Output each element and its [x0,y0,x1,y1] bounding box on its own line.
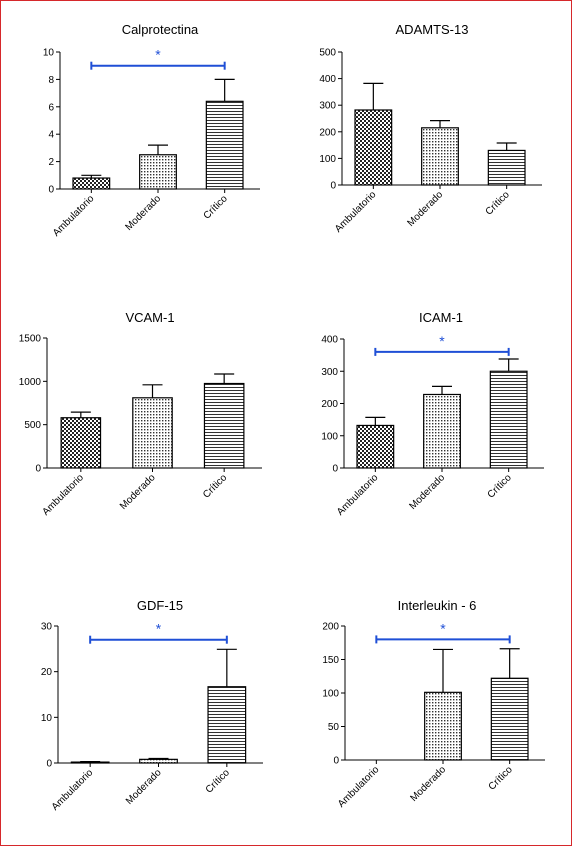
category-label: Crítico [204,767,233,796]
y-tick-label: 100 [319,154,336,165]
y-tick-label: 300 [321,367,338,378]
chart-title: Interleukin - 6 [398,598,477,613]
y-tick-label: 1500 [19,334,42,345]
y-tick-label: 200 [319,127,336,138]
y-tick-label: 100 [322,689,339,700]
y-tick-label: 0 [330,181,336,192]
bar-moderado [423,393,461,469]
category-label: Ambulatorio [335,472,381,518]
y-tick-label: 300 [319,101,336,112]
y-tick-label: 100 [321,431,338,442]
chart-panel-6: Interleukin - 6 0 50 100 150 200 Ambulatorio Mo… [322,598,545,810]
y-tick-label: 0 [332,464,338,475]
chart-title: VCAM-1 [125,310,174,325]
significance-star: * [155,47,161,63]
chart-panel-1: Calprotectina 0 2 4 6 8 10 Ambulatorio Moderado C… [43,22,260,239]
bar-crtico [490,677,529,761]
bar-crtico [489,370,528,469]
y-tick-label: 8 [48,75,54,86]
bar-crtico [203,382,245,469]
bar-ambulatorio [72,177,111,190]
y-tick-label: 400 [319,74,336,85]
y-tick-label: 30 [41,622,53,633]
category-label: Ambulatorio [51,193,97,239]
bar-moderado [132,397,173,469]
y-tick-label: 200 [322,622,339,633]
chart-panel-2: ADAMTS-13 0 100 200 300 400 500 Ambulatorio Mode… [319,22,542,235]
category-label: Crítico [201,472,230,501]
category-label: Ambulatorio [333,189,379,235]
category-label: Moderado [124,193,164,233]
category-label: Moderado [118,472,158,512]
category-label: Crítico [486,472,515,501]
y-tick-label: 0 [333,756,339,767]
y-tick-label: 0 [46,759,52,770]
category-label: Ambulatorio [336,764,382,810]
bar-moderado [139,154,177,190]
y-tick-label: 1000 [19,377,42,388]
y-tick-label: 400 [321,335,338,346]
y-tick-label: 150 [322,655,339,666]
bar-crtico [205,100,244,190]
chart-title: ADAMTS-13 [396,22,469,37]
chart-panel-3: VCAM-1 0 500 1000 1500 Ambulatorio Moderado Crí… [19,310,262,518]
category-label: Moderado [406,189,446,229]
chart-panel-5: GDF-15 0 10 20 30 Ambulatorio Moderado Crítico * [41,598,263,813]
y-tick-label: 50 [328,722,340,733]
bar-ambulatorio [356,424,395,469]
y-tick-label: 6 [48,102,54,113]
y-tick-label: 0 [35,464,41,475]
bar-crtico [207,686,247,764]
bar-moderado [424,691,462,761]
category-label: Crítico [484,189,513,218]
chart-title: ICAM-1 [419,310,463,325]
bar-moderado [139,758,178,764]
significance-star: * [440,620,446,636]
y-tick-label: 4 [48,130,54,141]
significance-star: * [439,333,445,349]
y-tick-label: 2 [48,157,54,168]
bar-ambulatorio [354,109,393,186]
chart-title: Calprotectina [122,22,199,37]
y-tick-label: 10 [41,713,53,724]
bar-moderado [421,127,459,186]
y-tick-label: 200 [321,399,338,410]
chart-title: GDF-15 [137,598,183,613]
category-label: Crítico [202,193,231,222]
y-tick-label: 0 [48,185,54,196]
y-tick-label: 500 [24,420,41,431]
category-label: Moderado [408,472,448,512]
category-label: Moderado [409,764,449,804]
y-tick-label: 10 [43,48,55,59]
category-label: Ambulatorio [40,472,86,518]
category-label: Ambulatorio [50,767,96,813]
bar-ambulatorio [60,417,102,469]
category-label: Crítico [487,764,516,793]
category-label: Moderado [124,767,164,807]
y-tick-label: 500 [319,48,336,59]
chart-panel-4: ICAM-1 0 100 200 300 400 Ambulatorio Moderado Cr… [321,310,544,518]
y-tick-label: 20 [41,667,53,678]
significance-star: * [156,621,162,637]
bar-crtico [487,149,526,186]
